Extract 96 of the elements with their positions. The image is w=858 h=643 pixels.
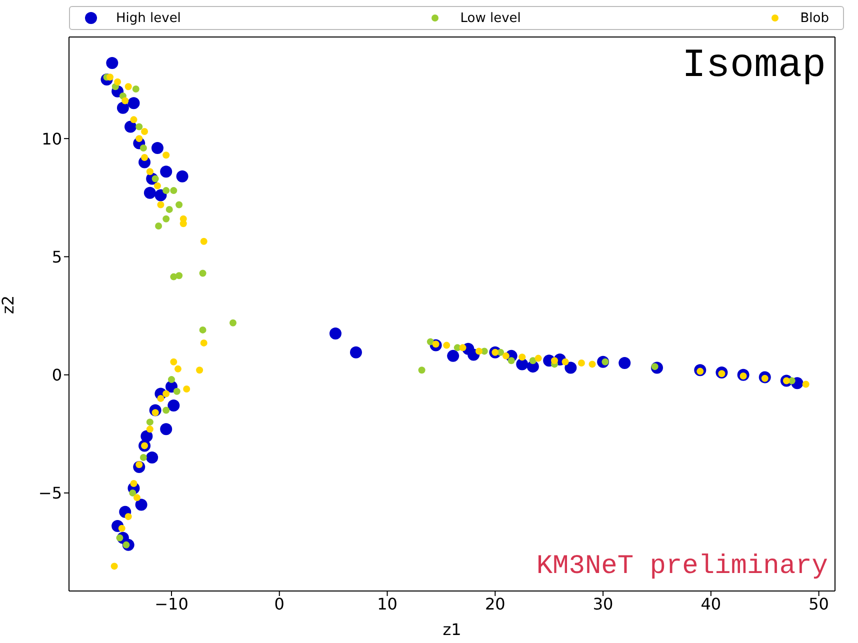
point — [802, 380, 810, 388]
point — [160, 423, 172, 436]
legend-label: Blob — [800, 10, 829, 26]
point — [146, 168, 154, 176]
point — [618, 357, 631, 370]
point — [174, 365, 182, 372]
point — [140, 430, 153, 442]
point — [183, 386, 190, 393]
point — [146, 452, 158, 464]
point — [162, 215, 170, 222]
point — [116, 102, 129, 114]
point — [160, 166, 172, 178]
point — [529, 357, 536, 364]
point — [562, 358, 569, 366]
point — [154, 182, 161, 190]
point — [114, 78, 122, 86]
point — [162, 390, 170, 398]
point — [155, 222, 162, 230]
point — [124, 83, 132, 90]
point — [141, 128, 148, 135]
x-tick-label: 50 — [808, 594, 829, 614]
point — [166, 206, 173, 213]
point — [124, 120, 136, 133]
point — [110, 562, 118, 570]
point — [550, 357, 558, 364]
annotation: KM3NeT preliminary — [536, 552, 828, 582]
y-tick-label: 0 — [52, 366, 62, 385]
x-tick-label: 0 — [274, 594, 284, 614]
point — [176, 170, 188, 182]
point — [157, 394, 164, 402]
point — [146, 426, 154, 433]
point — [534, 354, 542, 362]
point — [151, 142, 164, 154]
point — [176, 272, 183, 280]
point — [168, 376, 175, 384]
point — [106, 56, 118, 69]
point — [588, 360, 596, 368]
y-tick-label: −5 — [38, 484, 62, 503]
point — [564, 362, 577, 374]
y-axis-title: z2 — [0, 295, 18, 314]
point — [140, 454, 147, 462]
x-tick-label: 20 — [484, 594, 506, 614]
point — [173, 388, 180, 395]
point — [475, 348, 482, 355]
point — [122, 97, 129, 104]
point — [129, 489, 136, 496]
point — [136, 123, 143, 130]
point — [162, 406, 170, 414]
y-tick-label: 5 — [52, 247, 62, 266]
point — [180, 220, 187, 228]
point — [130, 480, 138, 488]
point — [162, 187, 170, 194]
point — [350, 346, 362, 358]
point — [447, 350, 460, 362]
x-tick-label: 30 — [592, 594, 614, 614]
annotation: Isomap — [682, 44, 826, 89]
y-tick-label: 10 — [42, 129, 62, 148]
point — [200, 339, 208, 346]
point — [518, 354, 526, 361]
point — [136, 135, 143, 142]
point — [135, 498, 148, 511]
point — [170, 358, 178, 366]
point — [168, 400, 180, 412]
x-tick-label: 40 — [700, 594, 722, 614]
point — [426, 338, 434, 346]
point — [199, 326, 206, 334]
point — [146, 418, 154, 426]
point — [200, 238, 208, 245]
point — [502, 352, 510, 360]
point — [132, 85, 140, 92]
point — [418, 366, 426, 374]
point — [578, 360, 585, 367]
point — [124, 513, 132, 520]
point — [508, 357, 515, 364]
point — [443, 342, 450, 349]
point — [144, 186, 156, 199]
point — [141, 154, 148, 161]
point — [128, 97, 140, 110]
point — [176, 201, 183, 208]
legend-label: High level — [116, 10, 181, 26]
point — [229, 319, 236, 326]
point — [157, 201, 164, 208]
point — [170, 187, 178, 194]
point — [162, 152, 170, 159]
point — [329, 327, 342, 340]
point — [459, 344, 466, 352]
point — [199, 270, 206, 277]
x-tick-label: 10 — [377, 594, 398, 614]
point — [130, 116, 138, 124]
x-tick-label: −10 — [154, 594, 188, 614]
point — [196, 366, 204, 374]
x-axis-title: z1 — [442, 620, 462, 639]
point — [118, 524, 126, 532]
legend-label: Low level — [460, 10, 521, 26]
point — [140, 144, 147, 152]
point — [133, 494, 140, 502]
